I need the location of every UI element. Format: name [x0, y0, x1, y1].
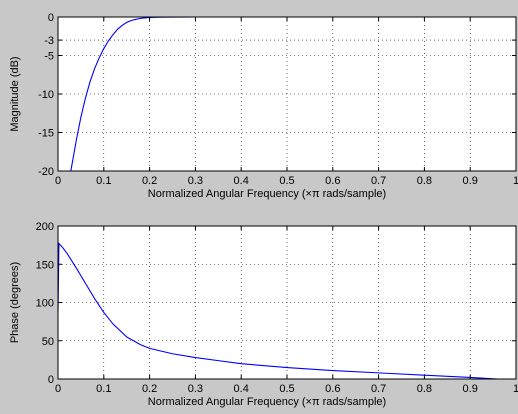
phase-xtick-label: 0.3	[188, 383, 203, 395]
mag-xtick-label: 0.2	[142, 175, 157, 187]
phase-xtick-label: 0.6	[325, 383, 340, 395]
mag-xtick-label: 1	[513, 175, 518, 187]
phase-xtick-label: 0.4	[234, 383, 249, 395]
magnitude-axes: 0 0.1 0.2 0.3 0.4 0.5 0.6 0.7 0.8 0.9 1 -20 -15 -10 -5…	[9, 12, 518, 200]
mag-ytick-label: -20	[38, 166, 54, 178]
mag-ylabel: Magnitude (dB)	[9, 56, 21, 131]
phase-xtick-label: 0.7	[371, 383, 386, 395]
phase-axes: 0 0.1 0.2 0.3 0.4 0.5 0.6 0.7 0.8 0.9 1 0 50 100 150 20…	[9, 221, 518, 408]
phase-xtick-label: 0.9	[463, 383, 478, 395]
mag-xtick-label: 0.3	[188, 175, 203, 187]
phase-ylabel: Phase (degrees)	[9, 262, 21, 343]
mag-ytick-label: -3	[44, 35, 54, 47]
mag-ytick-label: -5	[44, 51, 54, 63]
phase-xtick-label: 0	[55, 383, 61, 395]
mag-xtick-label: 0.4	[234, 175, 249, 187]
mag-ytick-label: -15	[38, 128, 54, 140]
phase-xtick-label: 0.1	[96, 383, 111, 395]
phase-ytick-label: 100	[36, 298, 54, 310]
mag-xtick-label: 0.5	[279, 175, 294, 187]
phase-xtick-label: 0.8	[417, 383, 432, 395]
phase-ytick-label: 50	[42, 336, 54, 348]
phase-xtick-label: 1	[513, 383, 518, 395]
mag-xtick-label: 0	[55, 175, 61, 187]
phase-ytick-label: 200	[36, 221, 54, 233]
mag-xtick-label: 0.1	[96, 175, 111, 187]
phase-xtick-label: 0.5	[279, 383, 294, 395]
mag-xlabel: Normalized Angular Frequency (×π rads/sa…	[148, 188, 386, 200]
phase-ytick-label: 150	[36, 259, 54, 271]
mag-xtick-label: 0.6	[325, 175, 340, 187]
phase-ytick-label: 0	[48, 374, 54, 386]
mag-ytick-label: 0	[48, 12, 54, 24]
phase-series-line	[57, 242, 498, 380]
phase-xlabel: Normalized Angular Frequency (×π rads/sa…	[148, 396, 386, 408]
mag-xtick-label: 0.8	[417, 175, 432, 187]
mag-xtick-label: 0.7	[371, 175, 386, 187]
mag-xtick-label: 0.9	[463, 175, 478, 187]
mag-ytick-label: -10	[38, 89, 54, 101]
phase-xtick-label: 0.2	[142, 383, 157, 395]
